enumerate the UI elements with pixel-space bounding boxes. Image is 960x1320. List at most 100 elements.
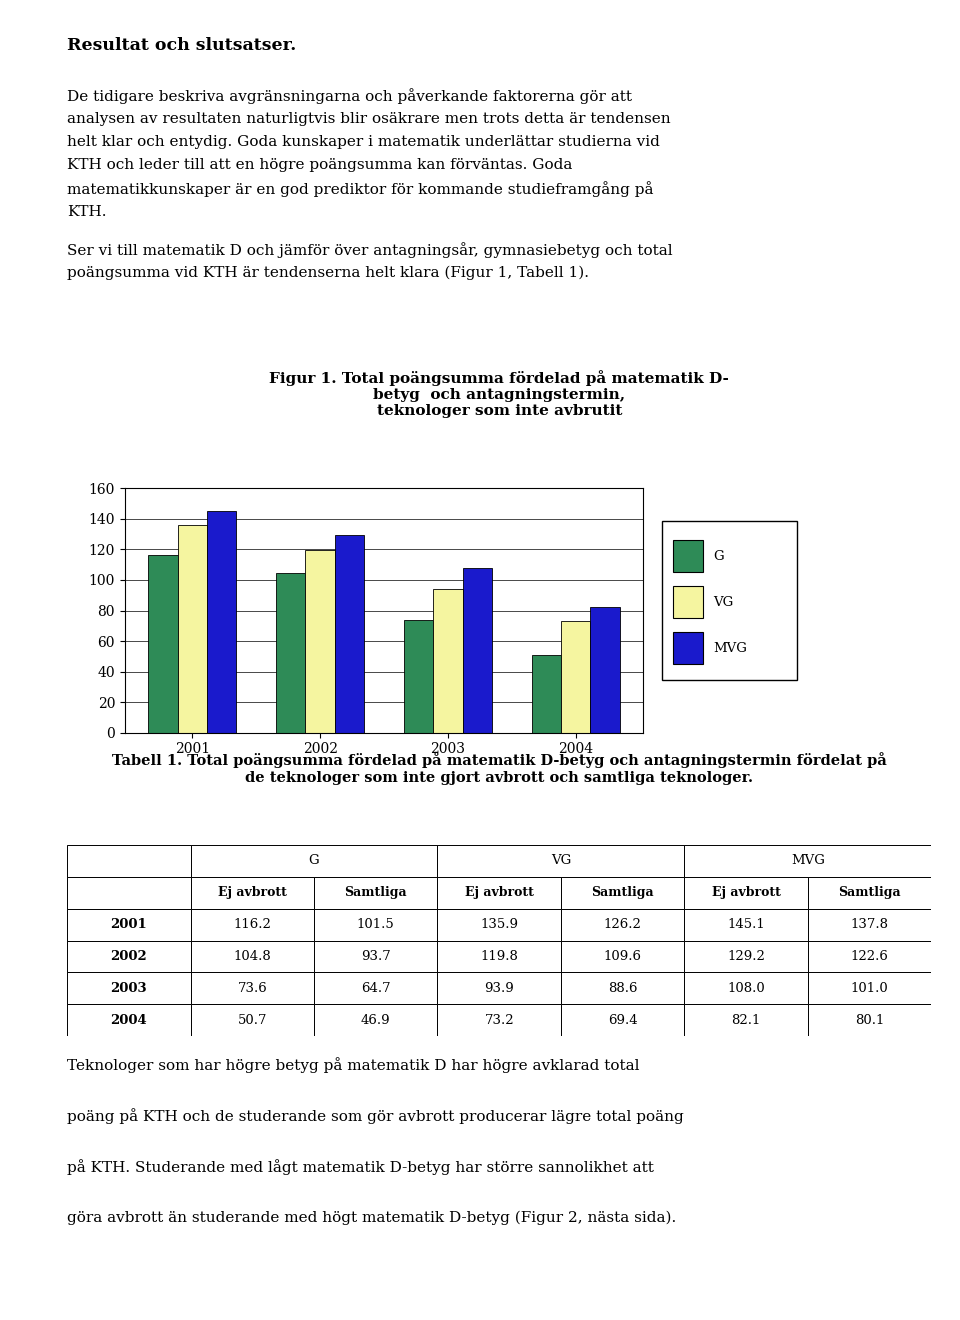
Bar [305, 549, 335, 733]
Bar [276, 573, 305, 733]
Text: Ej avbrott: Ej avbrott [465, 886, 534, 899]
Bar [191, 876, 314, 908]
Text: 101.0: 101.0 [851, 982, 888, 995]
Bar [463, 568, 492, 733]
Text: analysen av resultaten naturligtvis blir osäkrare men trots detta är tendensen: analysen av resultaten naturligtvis blir… [67, 111, 671, 125]
Text: KTH och leder till att en högre poängsumma kan förväntas. Goda: KTH och leder till att en högre poängsum… [67, 158, 572, 172]
Text: 73.6: 73.6 [237, 982, 267, 995]
Bar [191, 1005, 314, 1036]
Bar [807, 973, 931, 1005]
Text: 80.1: 80.1 [854, 1014, 884, 1027]
Text: 93.7: 93.7 [361, 950, 391, 964]
Bar [684, 1005, 807, 1036]
Text: poäng på KTH och de studerande som gör avbrott producerar lägre total poäng: poäng på KTH och de studerande som gör a… [67, 1107, 684, 1123]
Text: Ej avbrott: Ej avbrott [218, 886, 287, 899]
Text: 129.2: 129.2 [727, 950, 765, 964]
Text: 2001: 2001 [110, 917, 147, 931]
Bar [314, 908, 438, 940]
Bar [438, 940, 561, 973]
Bar [433, 589, 463, 733]
Bar [314, 876, 438, 908]
Text: 69.4: 69.4 [608, 1014, 637, 1027]
Bar [673, 586, 703, 618]
Text: G: G [713, 549, 724, 562]
Bar [532, 655, 561, 733]
Text: 46.9: 46.9 [361, 1014, 391, 1027]
Text: Samtliga: Samtliga [345, 886, 407, 899]
Bar [561, 973, 684, 1005]
Text: Figur 1. Total poängsumma fördelad på matematik D-
betyg  och antagningstermin,
: Figur 1. Total poängsumma fördelad på ma… [269, 370, 730, 418]
Bar [673, 632, 703, 664]
Bar [684, 973, 807, 1005]
Text: VG: VG [551, 854, 571, 867]
Bar [67, 1005, 191, 1036]
Text: Teknologer som har högre betyg på matematik D har högre avklarad total: Teknologer som har högre betyg på matema… [67, 1057, 639, 1073]
Text: 2004: 2004 [110, 1014, 147, 1027]
Bar [404, 620, 433, 733]
Bar [67, 908, 191, 940]
Bar [191, 973, 314, 1005]
Bar [67, 940, 191, 973]
Text: 122.6: 122.6 [851, 950, 888, 964]
Text: VG: VG [713, 595, 733, 609]
Text: 145.1: 145.1 [727, 917, 765, 931]
Text: MVG: MVG [713, 642, 747, 655]
Bar [438, 845, 684, 876]
Bar [438, 908, 561, 940]
Bar [314, 1005, 438, 1036]
Bar [191, 940, 314, 973]
Text: KTH.: KTH. [67, 205, 107, 219]
Text: 93.9: 93.9 [485, 982, 514, 995]
Bar [673, 540, 703, 572]
Bar [438, 1005, 561, 1036]
Text: 116.2: 116.2 [233, 917, 272, 931]
Text: De tidigare beskriva avgränsningarna och påverkande faktorerna gör att: De tidigare beskriva avgränsningarna och… [67, 88, 633, 104]
Bar [807, 876, 931, 908]
Bar [67, 876, 191, 908]
Text: matematikkunskaper är en god prediktor för kommande studieframgång på: matematikkunskaper är en god prediktor f… [67, 182, 654, 198]
Text: 126.2: 126.2 [604, 917, 641, 931]
Bar [149, 556, 178, 733]
Bar [561, 876, 684, 908]
Bar [178, 525, 207, 733]
Text: helt klar och entydig. Goda kunskaper i matematik underlättar studierna vid: helt klar och entydig. Goda kunskaper i … [67, 135, 660, 149]
Text: G: G [309, 854, 320, 867]
Text: 104.8: 104.8 [233, 950, 272, 964]
Bar [561, 620, 590, 733]
Bar [590, 607, 619, 733]
Text: 2002: 2002 [110, 950, 147, 964]
Text: 64.7: 64.7 [361, 982, 391, 995]
Text: 2003: 2003 [110, 982, 147, 995]
Text: 135.9: 135.9 [480, 917, 518, 931]
Bar [67, 973, 191, 1005]
Text: Ej avbrott: Ej avbrott [711, 886, 780, 899]
Bar [335, 536, 364, 733]
Text: 108.0: 108.0 [727, 982, 765, 995]
Text: 101.5: 101.5 [357, 917, 395, 931]
Bar [561, 940, 684, 973]
Text: 88.6: 88.6 [608, 982, 637, 995]
Text: 137.8: 137.8 [851, 917, 889, 931]
Text: Samtliga: Samtliga [838, 886, 900, 899]
Text: poängsumma vid KTH är tendenserna helt klara (Figur 1, Tabell 1).: poängsumma vid KTH är tendenserna helt k… [67, 265, 589, 280]
Text: på KTH. Studerande med lågt matematik D-betyg har större sannolikhet att: på KTH. Studerande med lågt matematik D-… [67, 1159, 654, 1175]
Bar [684, 908, 807, 940]
Bar [191, 908, 314, 940]
Text: MVG: MVG [791, 854, 825, 867]
Text: Ser vi till matematik D och jämför över antagningsår, gymnasiebetyg och total: Ser vi till matematik D och jämför över … [67, 243, 673, 259]
Bar [207, 511, 236, 733]
Bar [684, 845, 931, 876]
Bar [191, 845, 438, 876]
Text: 73.2: 73.2 [485, 1014, 514, 1027]
Text: 50.7: 50.7 [237, 1014, 267, 1027]
Text: Tabell 1. Total poängsumma fördelad på matematik D-betyg och antagningstermin fö: Tabell 1. Total poängsumma fördelad på m… [111, 752, 887, 784]
Bar [684, 876, 807, 908]
Bar [684, 940, 807, 973]
Bar [438, 973, 561, 1005]
Text: 119.8: 119.8 [480, 950, 518, 964]
Text: Samtliga: Samtliga [591, 886, 654, 899]
Bar [807, 940, 931, 973]
Text: Resultat och slutsatser.: Resultat och slutsatser. [67, 37, 297, 54]
Bar [807, 908, 931, 940]
Text: 82.1: 82.1 [732, 1014, 760, 1027]
